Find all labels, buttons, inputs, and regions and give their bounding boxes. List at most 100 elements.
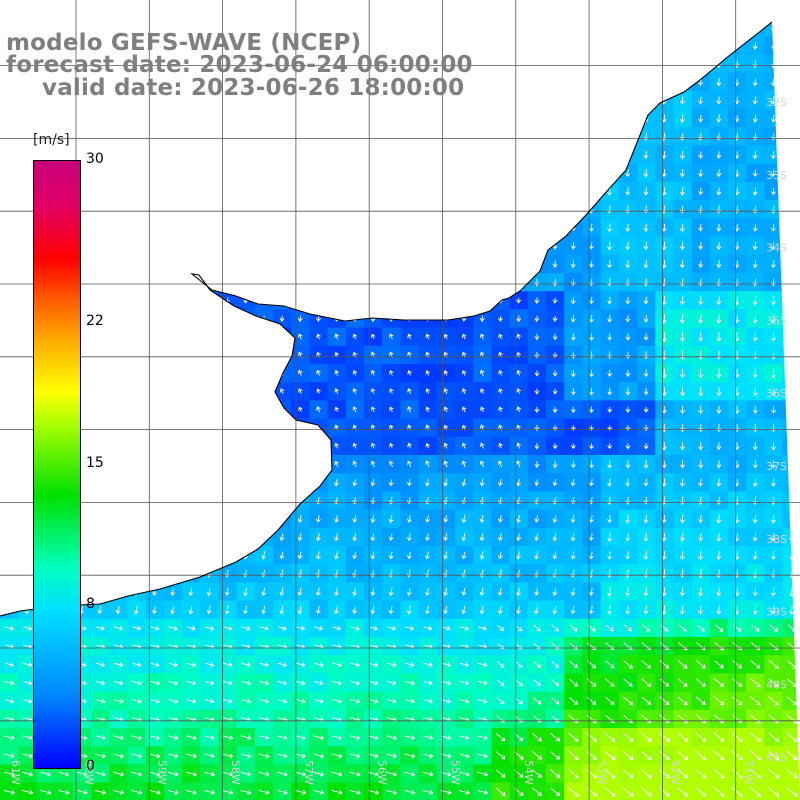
wind-arrow [388,333,394,340]
wind-arrow [533,679,542,686]
wind-arrow [752,460,758,469]
lat-label: 40S [766,678,787,691]
land [0,0,800,616]
wind-arrow [443,388,449,394]
wind-arrow [658,768,670,779]
wind-arrow [570,406,576,414]
wind-cell [273,782,292,800]
wind-arrow [534,605,540,615]
wind-arrow [625,605,631,615]
wind-arrow [532,733,542,742]
wind-arrow [349,753,361,759]
wind-arrow [623,696,633,706]
wind-arrow [789,605,795,615]
wind-arrow [458,771,470,777]
wind-arrow [204,662,215,668]
wind-arrow [768,750,780,761]
wind-arrow [679,514,685,524]
wind-arrow [477,789,489,795]
wind-cell [582,782,602,800]
wind-arrow [479,551,485,560]
wind-arrow [480,388,485,394]
longitude-labels: 61W 60W 59W 58W 57W 56W 55W 54W 53W 52W 51W [9,760,755,785]
wind-arrow [95,625,105,631]
wind-arrow [589,387,594,396]
wind-arrow [407,406,412,413]
wind-arrow [368,735,379,741]
wind-arrow [279,587,285,597]
wind-arrow [477,753,488,759]
lat-label: 32S [766,96,787,109]
wind-arrow [297,369,303,376]
wind-arrow [607,587,612,597]
wind-arrow [149,680,161,686]
wind-arrow [425,388,431,394]
wind-arrow [569,624,578,632]
wind-arrow [643,460,649,469]
wind-arrow [550,769,561,778]
wind-arrow [95,698,106,704]
wind-arrow [643,514,649,524]
wind-arrow [425,515,431,523]
wind-arrow [458,753,470,759]
wind-arrow [680,405,685,414]
colorbar-units: [m/s] [33,132,70,148]
wind-arrow [716,96,722,105]
wind-arrow [295,680,306,686]
wind-arrow [222,662,233,668]
wind-arrow [749,768,761,779]
wind-arrow [497,605,503,615]
wind-arrow [476,771,489,777]
wind-arrow [532,769,542,778]
wind-arrow [331,753,343,759]
wind-arrow [659,696,670,706]
wind-arrow [678,624,687,632]
wind-arrow [349,698,361,704]
wind-arrow [677,732,689,742]
wind-arrow [643,406,649,413]
wind-arrow [58,789,70,795]
wind-arrow [752,587,758,597]
wind-arrow [206,587,212,597]
wind-arrow [534,533,540,542]
wind-arrow [625,587,631,597]
wind-arrow [625,187,631,196]
wind-arrow [752,551,758,560]
wind-arrow [552,515,558,523]
wind-arrow [461,333,467,340]
wind-arrow [570,296,576,305]
wind-arrow [276,789,288,795]
wind-arrow [677,678,688,687]
wind-arrow [534,461,540,468]
wind-arrow [607,241,613,251]
wind-arrow [770,151,776,160]
wind-arrow [589,260,594,268]
wind-arrow [349,771,361,777]
wind-arrow [277,735,288,741]
wind-arrow [640,750,652,761]
wind-arrow [425,533,431,541]
wind-arrow [241,662,251,668]
wind-arrow [679,605,685,615]
lat-label: 38S [766,533,787,546]
wind-arrow [331,735,343,741]
wind-arrow [770,533,776,542]
wind-arrow [752,223,758,232]
wind-arrow [495,769,506,778]
wind-arrow [277,625,287,631]
wind-arrow [95,771,106,777]
wind-arrow [550,751,561,760]
wind-arrow [423,662,433,668]
wind-arrow [334,551,339,560]
wind-arrow [732,660,743,669]
wind-arrow [768,732,779,742]
wind-arrow [713,787,725,797]
wind-arrow [131,789,143,795]
wind-arrow [625,387,631,396]
wind-arrow [479,533,485,542]
wind-arrow [607,223,613,233]
wind-arrow [643,150,649,160]
wind-arrow [515,661,523,668]
wind-arrow [295,753,306,759]
wind-arrow [315,587,321,597]
